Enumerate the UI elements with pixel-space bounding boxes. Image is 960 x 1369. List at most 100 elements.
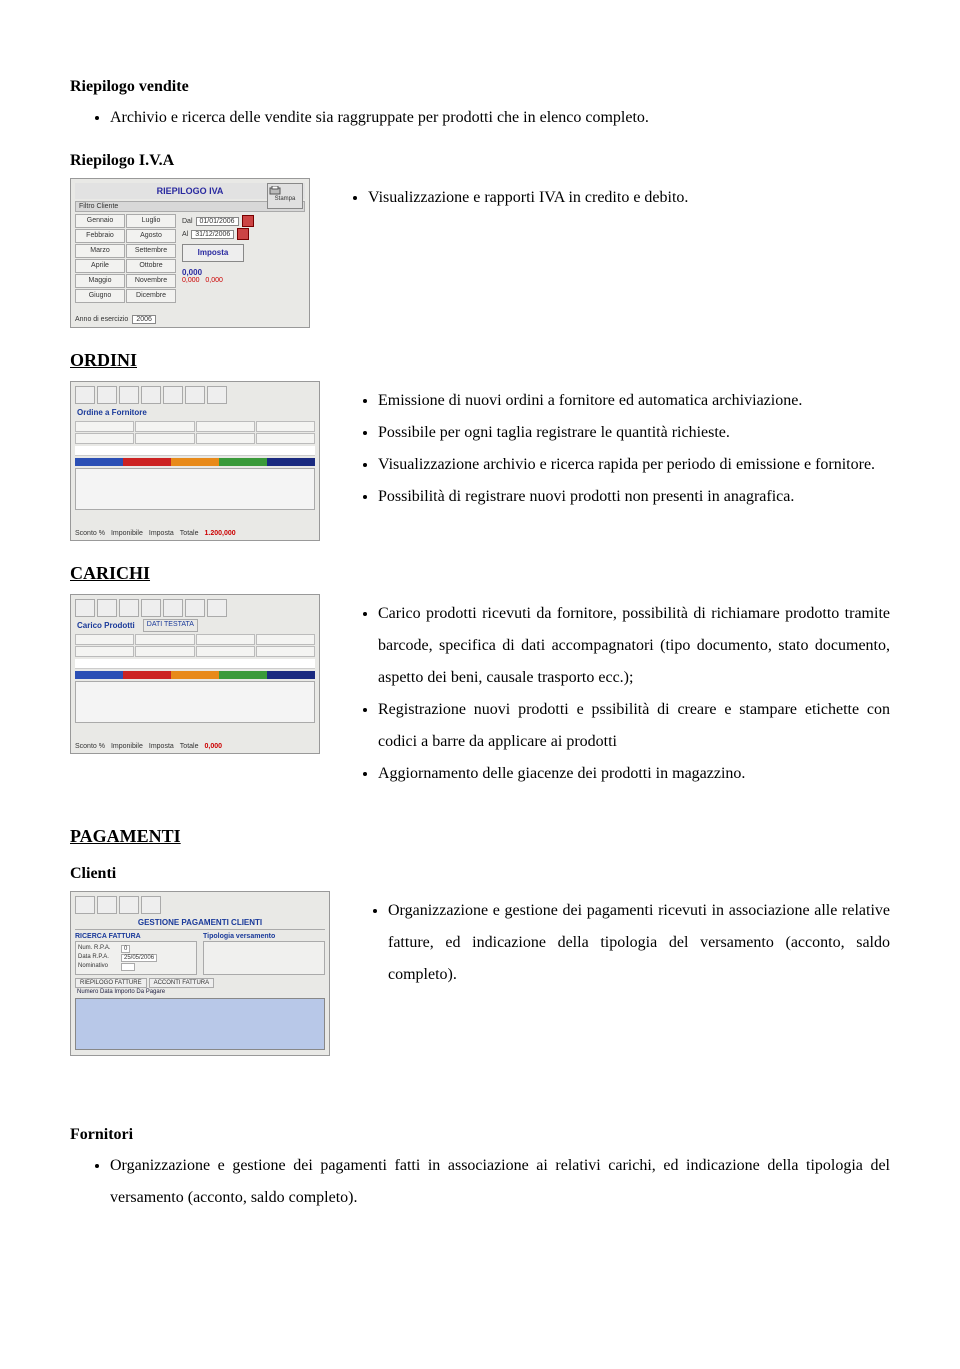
- month-button[interactable]: Agosto: [126, 229, 176, 243]
- field[interactable]: [256, 646, 315, 657]
- field[interactable]: [75, 433, 134, 444]
- carichi-title: Carico Prodotti: [75, 619, 137, 632]
- toolbar-button[interactable]: [75, 896, 95, 914]
- toolbar-button[interactable]: [163, 599, 183, 617]
- date-to-input[interactable]: 31/12/2006: [191, 230, 234, 239]
- toolbar-button[interactable]: [207, 386, 227, 404]
- month-button[interactable]: Giugno: [75, 289, 125, 303]
- toolbar-button[interactable]: [207, 599, 227, 617]
- carichi-tab[interactable]: DATI TESTATA: [143, 619, 198, 632]
- heading-riepilogo-iva: Riepilogo I.V.A: [70, 152, 890, 170]
- section-iva: Stampa RIEPILOGO IVA Filtro Cliente Genn…: [70, 178, 890, 328]
- iva-value-main: 0,000: [182, 268, 305, 277]
- field[interactable]: [75, 421, 134, 432]
- heading-riepilogo-vendite: Riepilogo vendite: [70, 78, 890, 96]
- month-button[interactable]: Maggio: [75, 274, 125, 288]
- list-fornitori: Organizzazione e gestione dei pagamenti …: [70, 1150, 890, 1214]
- field[interactable]: [75, 646, 134, 657]
- list-item: Possibilità di registrare nuovi prodotti…: [378, 481, 890, 513]
- section-carichi: Carico Prodotti DATI TESTATA Sconto % Im…: [70, 594, 890, 804]
- toolbar-button[interactable]: [119, 896, 139, 914]
- imposta-button[interactable]: Imposta: [182, 244, 244, 262]
- toolbar-button[interactable]: [75, 386, 95, 404]
- imposta-label: Imposta: [149, 530, 174, 537]
- toolbar-button[interactable]: [141, 599, 161, 617]
- month-button[interactable]: Ottobre: [126, 259, 176, 273]
- month-button[interactable]: Dicembre: [126, 289, 176, 303]
- toolbar-button[interactable]: [97, 386, 117, 404]
- list-pagamenti: Organizzazione e gestione dei pagamenti …: [348, 895, 890, 991]
- month-button[interactable]: Aprile: [75, 259, 125, 273]
- month-button[interactable]: Luglio: [126, 214, 176, 228]
- toolbar-button[interactable]: [185, 599, 205, 617]
- stampa-button[interactable]: Stampa: [267, 183, 303, 209]
- toolbar-button[interactable]: [119, 386, 139, 404]
- totale-label: Totale: [180, 530, 199, 537]
- heading-ordini: ORDINI: [70, 350, 890, 371]
- field[interactable]: [196, 433, 255, 444]
- calendar-icon[interactable]: [237, 228, 249, 240]
- month-button[interactable]: Febbraio: [75, 229, 125, 243]
- sconto-label: Sconto %: [75, 743, 105, 750]
- field-input[interactable]: [121, 963, 135, 971]
- list-item: Carico prodotti ricevuti da fornitore, p…: [378, 598, 890, 694]
- iva-value-b: 0,000: [205, 277, 223, 284]
- field[interactable]: [196, 646, 255, 657]
- toolbar-button[interactable]: [75, 599, 95, 617]
- toolbar-button[interactable]: [185, 386, 205, 404]
- toolbar-button[interactable]: [141, 386, 161, 404]
- totale-label: Totale: [180, 743, 199, 750]
- field[interactable]: [256, 421, 315, 432]
- tab-riepilogo[interactable]: RIEPILOGO FATTURE: [75, 978, 147, 988]
- field[interactable]: [256, 433, 315, 444]
- date-from-label: Dal: [182, 218, 193, 225]
- field-input[interactable]: 0: [121, 945, 130, 953]
- stampa-label: Stampa: [268, 196, 302, 202]
- data-grid[interactable]: [75, 681, 315, 723]
- field[interactable]: [135, 646, 194, 657]
- thumb-iva: Stampa RIEPILOGO IVA Filtro Cliente Genn…: [70, 178, 310, 328]
- field[interactable]: [135, 634, 194, 645]
- date-from-input[interactable]: 01/01/2006: [196, 217, 239, 226]
- toolbar-button[interactable]: [97, 896, 117, 914]
- field[interactable]: [196, 634, 255, 645]
- toolbar-button[interactable]: [119, 599, 139, 617]
- field[interactable]: [135, 433, 194, 444]
- thumb-pagamenti: GESTIONE PAGAMENTI CLIENTI RICERCA FATTU…: [70, 891, 330, 1056]
- grid-row: [75, 659, 315, 669]
- anno-input[interactable]: 2006: [132, 315, 156, 324]
- anno-label: Anno di esercizio: [75, 316, 128, 323]
- calendar-icon[interactable]: [242, 215, 254, 227]
- month-button[interactable]: Gennaio: [75, 214, 125, 228]
- pay-box1: Num. R.P.A.0 Data R.P.A.25/05/2006 Nomin…: [75, 941, 197, 975]
- iva-months-grid: Gennaio Luglio Febbraio Agosto Marzo Set…: [75, 214, 176, 303]
- field-label: Nominativo: [78, 963, 118, 971]
- toolbar-button[interactable]: [97, 599, 117, 617]
- field[interactable]: [75, 634, 134, 645]
- field[interactable]: [256, 634, 315, 645]
- field-label: Data R.P.A.: [78, 954, 118, 962]
- list-item: Archivio e ricerca delle vendite sia rag…: [110, 102, 890, 134]
- toolbar-button[interactable]: [163, 386, 183, 404]
- month-button[interactable]: Novembre: [126, 274, 176, 288]
- data-grid[interactable]: [75, 468, 315, 510]
- field-input[interactable]: 25/05/2006: [121, 954, 157, 962]
- pay-grid[interactable]: [75, 998, 325, 1050]
- imponibile-label: Imponibile: [111, 743, 143, 750]
- ordini-title: Ordine a Fornitore: [75, 406, 315, 419]
- toolbar-button[interactable]: [141, 896, 161, 914]
- color-bar: [75, 671, 315, 679]
- tab-acconti[interactable]: ACCONTI FATTURA: [149, 978, 215, 988]
- month-button[interactable]: Marzo: [75, 244, 125, 258]
- pay-box2-title: Tipologia versamento: [203, 933, 325, 940]
- pay-title: GESTIONE PAGAMENTI CLIENTI: [75, 916, 325, 930]
- month-button[interactable]: Settembre: [126, 244, 176, 258]
- list-item: Aggiornamento delle giacenze dei prodott…: [378, 758, 890, 790]
- field[interactable]: [135, 421, 194, 432]
- color-bar: [75, 458, 315, 466]
- field[interactable]: [196, 421, 255, 432]
- totale-value: 0,000: [204, 743, 222, 750]
- list-riepilogo-vendite: Archivio e ricerca delle vendite sia rag…: [70, 102, 890, 134]
- heading-clienti: Clienti: [70, 865, 890, 883]
- imposta-label: Imposta: [149, 743, 174, 750]
